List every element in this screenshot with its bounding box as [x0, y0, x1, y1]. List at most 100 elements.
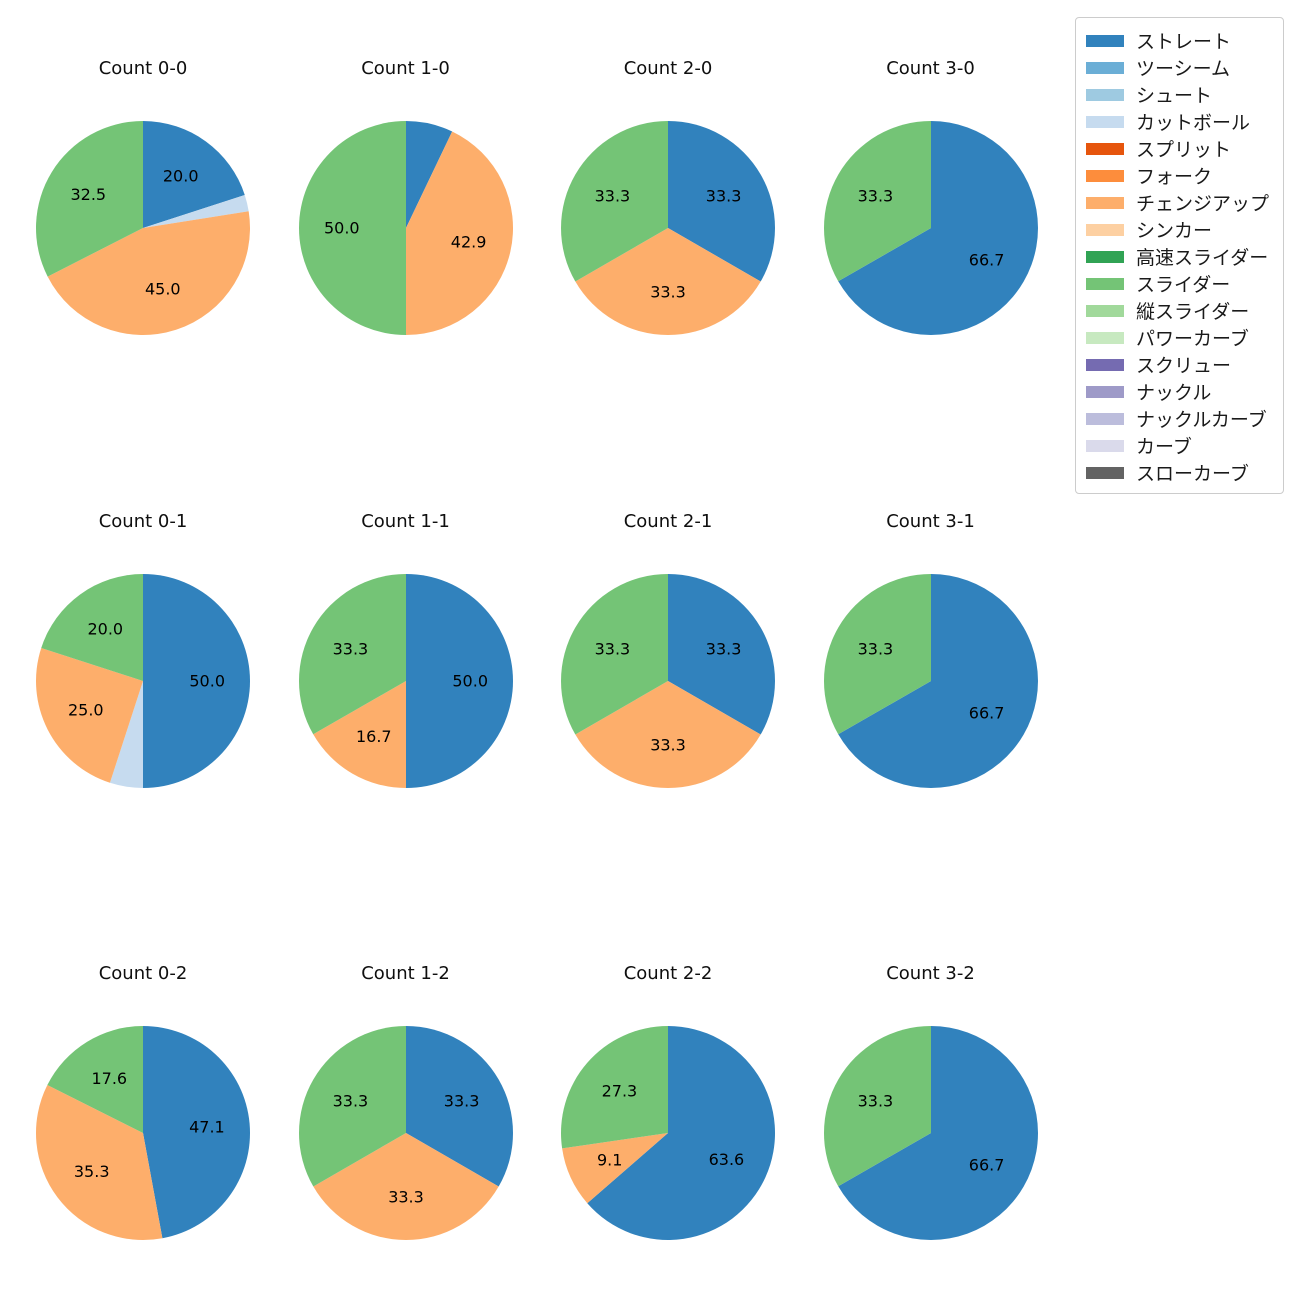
pie-slice [837, 1026, 1038, 1240]
pie-slice-label: 20.0 [163, 167, 199, 186]
legend-item: 高速スライダー [1076, 243, 1283, 270]
pie-slice-label: 33.3 [706, 639, 742, 658]
pie-slice-label: 33.3 [857, 186, 893, 205]
pie-slice [837, 574, 1038, 788]
legend-item: カットボール [1076, 108, 1283, 135]
pie-slice [41, 574, 143, 681]
pie-slice-label: 33.3 [332, 639, 368, 658]
pie-slice [298, 574, 406, 735]
pie-slice [47, 1026, 143, 1133]
pie-slice [36, 647, 143, 783]
legend-swatch [1086, 61, 1124, 74]
pie-slice-label: 66.7 [968, 1156, 1004, 1175]
pie-slice [312, 1133, 499, 1240]
pie-slice [561, 121, 668, 282]
legend-swatch [1086, 196, 1124, 209]
chart-title: Count 2-1 [623, 511, 713, 532]
pie-slice [561, 574, 668, 735]
pie-slice [35, 1085, 163, 1241]
legend-swatch [1086, 34, 1124, 47]
pie-slice [562, 1133, 668, 1204]
legend-label: 高速スライダー [1136, 247, 1269, 269]
chart-title: Count 1-0 [361, 58, 450, 79]
pie-slice [823, 574, 931, 735]
pie-chart-count-2-2: 63.6 9.1 27.3 [561, 1026, 776, 1240]
chart-title: Count 0-1 [98, 511, 188, 532]
pie-slice [143, 574, 250, 788]
legend-swatch [1086, 439, 1124, 452]
pie-slice [143, 121, 245, 228]
pie-slice [823, 1026, 931, 1187]
pie-slice [405, 1026, 513, 1187]
pie-slice [298, 121, 406, 335]
pie-slice [109, 681, 143, 788]
pie-slice-label: 33.3 [706, 186, 742, 205]
legend-swatch [1086, 304, 1124, 317]
legend-label: シュート [1136, 85, 1213, 107]
legend: ストレート ツーシームシュート カットボール スプリットフォークチェンジアップ シンカー… [1075, 17, 1284, 494]
pie-slice-label: 27.3 [602, 1082, 638, 1101]
legend-label: ナックルカーブ [1136, 409, 1267, 431]
legend-label: カーブ [1136, 436, 1192, 458]
legend-label: フォーク [1136, 166, 1213, 188]
pie-slice-label: 47.1 [189, 1118, 225, 1137]
legend-swatch [1086, 385, 1124, 398]
legend-swatch [1086, 223, 1124, 236]
chart-title: Count 0-0 [98, 58, 188, 79]
legend-item: ツーシーム [1076, 54, 1283, 81]
chart-title: Count 1-2 [361, 963, 450, 984]
pie-slice [298, 1026, 406, 1187]
legend-item: ナックル [1076, 378, 1283, 405]
pie-slice-label: 33.3 [443, 1091, 479, 1110]
legend-item: スクリュー [1076, 351, 1283, 378]
pie-slice [575, 228, 761, 335]
pie-slice-label: 33.3 [650, 736, 686, 755]
pie-slice-label: 9.1 [597, 1150, 622, 1169]
legend-item: 縦スライダー [1076, 297, 1283, 324]
pie-slice [587, 1026, 776, 1240]
legend-item: スプリット [1076, 135, 1283, 162]
legend-label: シンカー [1136, 220, 1213, 242]
chart-title: Count 1-1 [361, 511, 450, 532]
legend-item: フォーク [1076, 162, 1283, 189]
pie-slice [823, 121, 931, 282]
chart-title: Count 2-0 [623, 58, 713, 79]
pie-slice [312, 681, 406, 788]
pie-slice-label: 33.3 [857, 639, 893, 658]
pie-slice-label: 33.3 [332, 1091, 368, 1110]
legend-label: ナックル [1136, 382, 1212, 404]
legend-label: チェンジアップ [1136, 193, 1270, 215]
legend-swatch [1086, 277, 1124, 290]
pie-chart-count-3-1: 66.7 33.3 [823, 574, 1038, 788]
legend-item: カーブ [1076, 432, 1283, 459]
legend-item: スライダー [1076, 270, 1283, 297]
legend-swatch [1086, 466, 1124, 479]
pie-chart-count-1-2: 33.3 33.3 33.3 [298, 1026, 513, 1240]
pie-slice [575, 681, 761, 788]
legend-label: スローカーブ [1136, 463, 1249, 485]
legend-item: シンカー [1076, 216, 1283, 243]
legend-swatch [1086, 88, 1124, 101]
legend-swatch [1086, 331, 1124, 344]
pie-slice [561, 1026, 668, 1149]
pie-slice-label: 50.0 [323, 219, 359, 238]
chart-title: Count 3-2 [886, 963, 975, 984]
pie-chart-count-0-0: 20.0 45.0 32.5 [35, 121, 250, 336]
pie-chart-count-2-1: 33.3 33.3 33.3 [561, 574, 775, 788]
pie-slice-label: 33.3 [650, 283, 686, 302]
legend-item: ストレート [1076, 27, 1283, 54]
pie-slice [668, 121, 775, 282]
pie-chart-count-0-2: 47.1 35.3 17.6 [35, 1026, 251, 1241]
legend-label: 縦スライダー [1136, 301, 1250, 323]
pie-chart-count-0-1: 50.0 25.0 20.0 [36, 574, 250, 788]
legend-label: スクリュー [1136, 355, 1232, 377]
pie-slice [405, 121, 452, 228]
pie-slice [668, 574, 775, 735]
legend-swatch [1086, 358, 1124, 371]
legend-label: パワーカーブ [1136, 328, 1249, 350]
legend-item: スローカーブ [1076, 459, 1283, 486]
legend-item: ナックルカーブ [1076, 405, 1283, 432]
pie-slice-label: 33.3 [388, 1188, 424, 1207]
chart-title: Count 0-2 [98, 963, 188, 984]
